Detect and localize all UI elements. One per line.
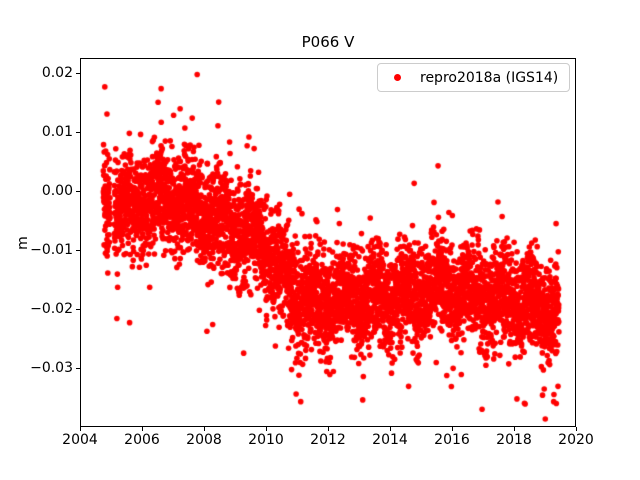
y-tick-mark [76,132,80,134]
legend-marker-dot-icon [394,74,401,81]
x-tick-label: 2020 [558,432,594,448]
x-tick-mark [513,427,515,431]
y-tick-label: 0.01 [41,123,73,140]
x-tick-label: 2018 [496,432,532,448]
y-tick-label: −0.01 [30,241,73,258]
x-tick-mark [327,427,329,431]
x-tick-mark [575,427,577,431]
y-tick-mark [76,73,80,75]
plot-frame [80,58,576,427]
legend-entry-label: repro2018a (IGS14) [420,69,559,86]
x-tick-mark [141,427,143,431]
y-tick-label: −0.03 [30,359,73,376]
x-tick-label: 2014 [372,432,408,448]
x-tick-mark [203,427,205,431]
y-tick-label: 0.00 [41,182,73,199]
x-tick-label: 2012 [310,432,346,448]
x-tick-mark [389,427,391,431]
x-tick-mark [265,427,267,431]
x-tick-mark [79,427,81,431]
y-tick-mark [76,368,80,370]
x-tick-label: 2004 [62,432,98,448]
x-tick-label: 2006 [124,432,160,448]
x-tick-mark [451,427,453,431]
legend: repro2018a (IGS14) [377,63,570,92]
y-tick-label: 0.02 [41,64,73,81]
x-tick-label: 2008 [186,432,222,448]
x-tick-label: 2016 [434,432,470,448]
y-tick-mark [76,191,80,193]
x-tick-label: 2010 [248,432,284,448]
y-tick-mark [76,250,80,252]
y-tick-label: −0.02 [30,300,73,317]
y-tick-mark [76,309,80,311]
